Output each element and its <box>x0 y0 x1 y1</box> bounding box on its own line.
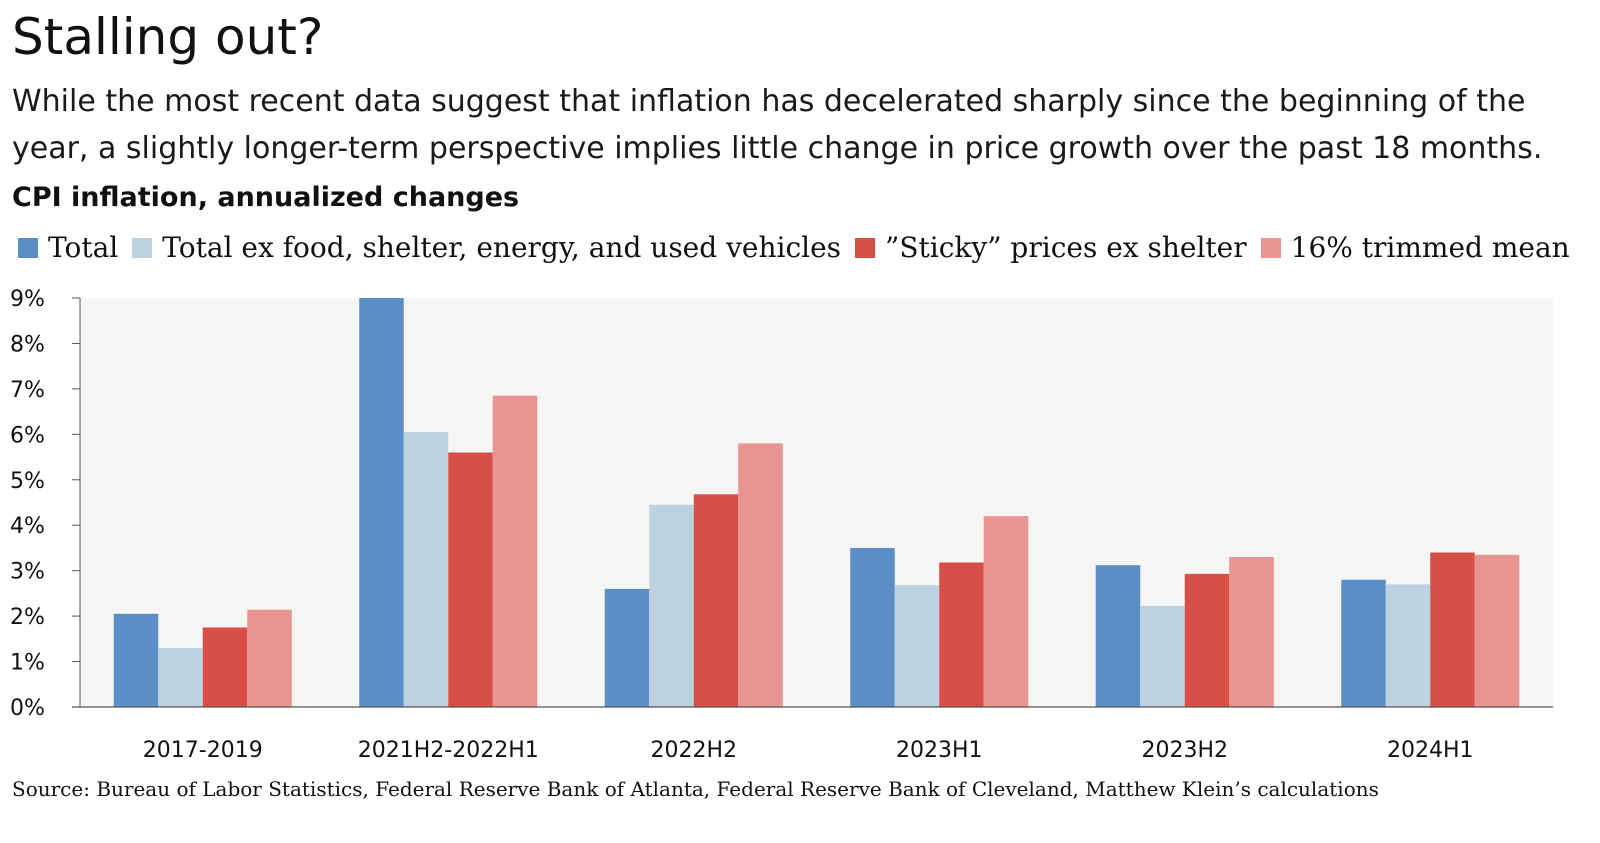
bar <box>738 443 783 707</box>
bar <box>1430 552 1475 707</box>
bar <box>1140 606 1185 707</box>
y-tick-label: 4% <box>10 514 45 539</box>
x-tick-label: 2022H2 <box>650 738 737 763</box>
x-tick-label: 2024H1 <box>1387 738 1474 763</box>
plot-area <box>80 298 1553 707</box>
y-tick-label: 9% <box>10 287 45 312</box>
bar <box>983 516 1029 707</box>
bar <box>1385 584 1431 707</box>
chart-legend: Total Total ex food, shelter, energy, an… <box>18 229 1594 267</box>
bar <box>604 588 650 707</box>
bar <box>247 609 292 707</box>
bar <box>894 585 940 707</box>
bar <box>113 613 159 707</box>
y-tick-label: 5% <box>10 469 45 494</box>
legend-item-trimmed-mean: 16% trimmed mean <box>1260 229 1570 267</box>
page-title: Stalling out? <box>12 8 324 66</box>
legend-swatch-sticky <box>855 238 876 258</box>
page-subtitle: While the most recent data suggest that … <box>12 84 1543 166</box>
legend-swatch-total-ex <box>132 238 153 258</box>
bar <box>202 627 248 707</box>
legend-label-sticky: ”Sticky” prices ex shelter <box>885 231 1247 264</box>
bar <box>939 562 984 707</box>
bar <box>1095 565 1141 707</box>
bar <box>649 504 694 707</box>
source-note: Source: Bureau of Labor Statistics, Fede… <box>12 777 1379 801</box>
bar <box>850 547 895 707</box>
bar <box>693 494 739 707</box>
y-tick-label: 0% <box>10 696 45 721</box>
legend-item-sticky: ”Sticky” prices ex shelter <box>855 229 1247 267</box>
bar <box>492 395 538 707</box>
y-tick-label: 1% <box>10 651 45 676</box>
legend-label-total: Total <box>48 231 119 264</box>
y-tick-label: 6% <box>10 423 45 448</box>
x-tick-label: 2017-2019 <box>143 738 263 763</box>
x-tick-label: 2023H2 <box>1141 738 1228 763</box>
bar <box>1229 557 1274 707</box>
y-tick-label: 3% <box>10 560 45 585</box>
bar <box>1184 573 1230 707</box>
bar <box>359 298 404 707</box>
bar <box>403 432 449 707</box>
x-tick-label: 2021H2-2022H1 <box>358 738 539 763</box>
legend-item-total-ex: Total ex food, shelter, energy, and used… <box>132 229 841 267</box>
chart-title: CPI inflation, annualized changes <box>12 182 520 213</box>
bar <box>1341 579 1386 707</box>
bar <box>1474 554 1520 707</box>
legend-label-total-ex: Total ex food, shelter, energy, and used… <box>162 231 842 264</box>
legend-label-trimmed-mean: 16% trimmed mean <box>1290 231 1570 264</box>
legend-swatch-total <box>18 238 38 258</box>
bar <box>448 452 493 707</box>
y-tick-label: 8% <box>10 332 45 357</box>
x-tick-label: 2023H1 <box>896 738 983 763</box>
bar <box>158 647 203 707</box>
y-tick-label: 2% <box>10 605 45 630</box>
legend-swatch-trimmed-mean <box>1260 238 1281 258</box>
y-tick-label: 7% <box>10 378 45 403</box>
legend-item-total: Total <box>18 229 118 267</box>
